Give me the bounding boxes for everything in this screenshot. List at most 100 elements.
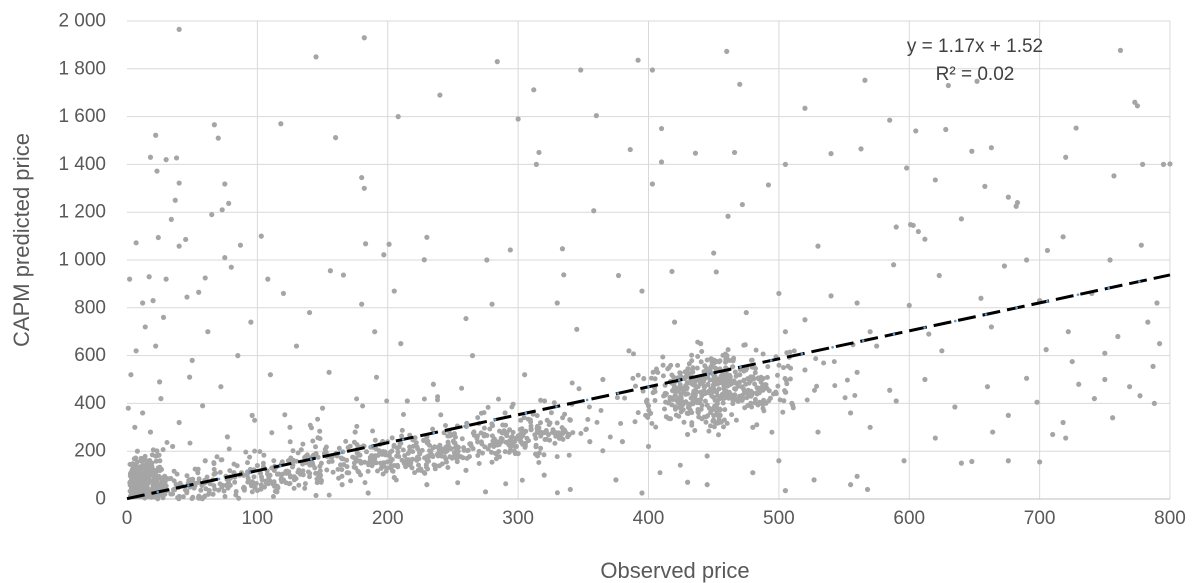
data-point	[134, 448, 141, 454]
data-point	[248, 319, 254, 325]
data-point	[724, 48, 730, 54]
data-point	[219, 207, 225, 213]
data-point	[639, 490, 645, 496]
data-point	[1043, 347, 1049, 353]
data-point	[176, 26, 182, 32]
data-point	[593, 113, 599, 119]
trendline-marker	[769, 359, 773, 362]
data-point	[901, 458, 907, 464]
data-point	[1160, 161, 1167, 167]
data-point	[258, 233, 264, 239]
data-point	[339, 482, 345, 488]
data-point	[424, 234, 430, 240]
y-axis-title: CAPM predicted price	[9, 133, 34, 347]
data-point	[685, 431, 691, 438]
data-point	[613, 477, 619, 483]
data-point	[184, 294, 190, 300]
data-point	[359, 174, 365, 181]
data-point	[128, 372, 134, 378]
data-point	[982, 183, 988, 189]
trendline-marker	[524, 411, 528, 415]
data-point	[939, 348, 945, 354]
trendline-marker	[1015, 306, 1018, 310]
data-point	[140, 410, 146, 416]
data-point	[280, 477, 287, 483]
data-point	[267, 372, 274, 378]
data-point	[265, 276, 271, 282]
trendline-marker	[984, 313, 988, 316]
data-point	[125, 405, 131, 411]
data-point	[163, 276, 169, 282]
data-point	[196, 289, 202, 295]
data-point	[854, 300, 860, 306]
x-tick-label: 100	[242, 508, 274, 529]
x-tick-label: 500	[763, 508, 795, 529]
trendline-marker	[953, 319, 957, 323]
data-point	[1137, 393, 1143, 399]
data-point	[591, 208, 597, 214]
trendline-r-squared: R² = 0.02	[936, 64, 1015, 85]
data-point	[671, 319, 678, 325]
data-point	[274, 489, 280, 495]
data-point	[222, 255, 228, 261]
data-point	[1023, 375, 1030, 381]
data-point	[854, 473, 860, 479]
data-point	[153, 132, 159, 138]
data-point	[669, 268, 675, 275]
data-point	[874, 343, 880, 349]
data-point	[750, 470, 756, 476]
x-tick-label: 400	[633, 508, 665, 529]
x-tick-label: 600	[893, 508, 925, 529]
data-point	[280, 290, 287, 297]
trendline-marker	[279, 464, 282, 468]
data-point	[143, 467, 150, 473]
data-point	[326, 369, 332, 375]
trendline-marker	[647, 385, 650, 389]
trendline-marker	[585, 398, 589, 402]
x-tick-label: 0	[122, 508, 133, 529]
data-point	[926, 331, 932, 337]
y-tick-label: 200	[74, 441, 106, 462]
data-point	[421, 257, 427, 263]
data-point	[1107, 257, 1113, 263]
trendline-marker	[677, 378, 681, 382]
data-point	[235, 353, 241, 359]
data-point	[782, 488, 788, 494]
data-point	[559, 246, 566, 252]
trendline-marker	[1045, 299, 1049, 303]
trendline-marker	[340, 451, 344, 454]
data-point	[515, 116, 521, 122]
trendline-marker	[401, 438, 405, 441]
data-point	[147, 154, 154, 160]
trendline-marker	[1107, 286, 1110, 290]
data-point	[978, 295, 984, 301]
data-point	[222, 181, 228, 187]
data-point	[372, 329, 378, 335]
data-point	[241, 485, 247, 491]
data-point	[626, 348, 632, 354]
data-point	[1151, 400, 1157, 406]
data-point	[1050, 431, 1056, 438]
data-point	[945, 82, 951, 89]
data-point	[176, 419, 182, 426]
data-point	[359, 301, 365, 307]
trendline-markers	[156, 280, 1141, 494]
data-point	[692, 150, 699, 156]
data-point	[1005, 194, 1011, 200]
y-tick-label: 1 600	[58, 106, 106, 127]
data-point	[130, 472, 137, 478]
data-point	[750, 424, 756, 430]
data-point	[404, 398, 410, 404]
data-point	[1145, 319, 1151, 325]
data-point	[224, 434, 230, 440]
data-point	[158, 396, 164, 402]
data-point	[228, 264, 234, 270]
data-point	[619, 439, 626, 445]
data-point	[725, 213, 731, 219]
data-point	[1156, 341, 1163, 347]
data-point	[932, 177, 938, 183]
data-point	[146, 274, 152, 280]
data-point	[887, 117, 893, 123]
data-point	[482, 489, 489, 495]
data-point	[649, 181, 656, 187]
